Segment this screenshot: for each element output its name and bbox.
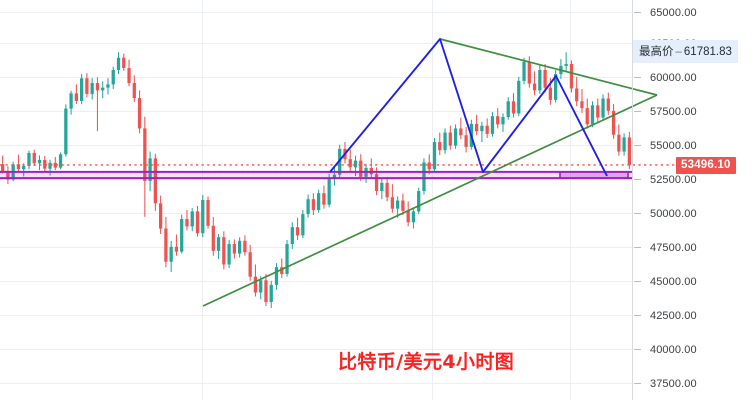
high-price-tag-label: 最高价 xyxy=(639,46,674,58)
price-axis-tick-label: 37500.00 xyxy=(650,378,697,390)
price-axis-tick-label: 52500.00 xyxy=(650,174,697,186)
price-axis-tick-label: 57500.00 xyxy=(650,106,697,118)
price-axis-tick-label: 55000.00 xyxy=(650,140,697,152)
price-axis-tick-label: 50000.00 xyxy=(650,208,697,220)
price-axis-tick-label: 42500.00 xyxy=(650,310,697,322)
high-price-tag-value: 61781.83 xyxy=(683,46,732,58)
high-price-tag: 最高价 –61781.83 xyxy=(633,40,738,63)
price-axis-tick-label: 60000.00 xyxy=(650,72,697,84)
candlestick-series xyxy=(1,52,631,308)
chart-annotation-text: 比特币/美元4小时图 xyxy=(338,351,515,373)
price-axis-tick-label: 47500.00 xyxy=(650,242,697,254)
grid-lines xyxy=(0,0,641,400)
high-price-tag-separator: – xyxy=(675,46,682,58)
current-price-tag: 53496.10 xyxy=(676,157,736,174)
price-axis-tick-label: 45000.00 xyxy=(650,276,697,288)
drawing-overlays xyxy=(0,38,676,307)
price-axis-tick-label: 65000.00 xyxy=(650,7,697,19)
price-axis-tick-label: 40000.00 xyxy=(650,344,697,356)
